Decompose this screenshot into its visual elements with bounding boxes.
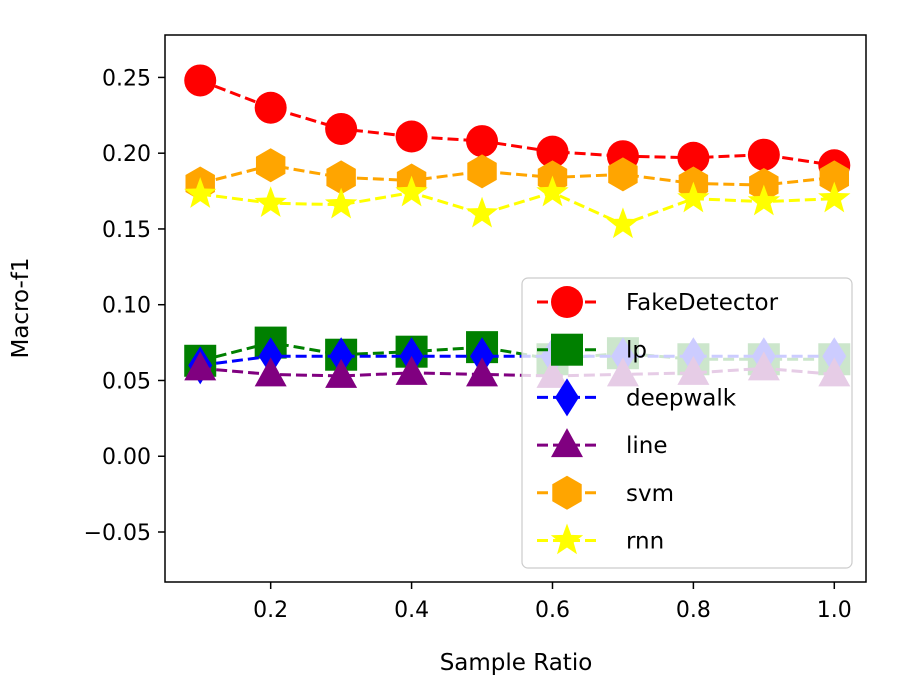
y-tick-label: 0.00 (102, 445, 151, 470)
legend-label-deepwalk: deepwalk (626, 385, 737, 411)
data-point-svm (467, 154, 497, 189)
y-tick-label: 0.25 (102, 66, 151, 91)
series-line-fakedetector (199, 79, 835, 167)
data-point-line (254, 357, 287, 387)
y-tick-label: 0.20 (102, 142, 151, 167)
x-tick-label: 1.0 (817, 598, 852, 623)
plot-area-frame (164, 34, 867, 583)
y-axis-label: Macro-f1 (8, 257, 34, 358)
series-line-svm (199, 163, 835, 187)
legend: FakeDetector lp deepwalk line svm rnn (521, 277, 853, 569)
data-point-line (184, 351, 217, 381)
data-point-line (466, 357, 499, 387)
data-point-rnn (254, 186, 287, 217)
data-point-line (395, 355, 428, 385)
y-tick-label: 0.05 (102, 369, 151, 394)
data-point-fakedetector (466, 125, 499, 158)
data-point-deepwalk (470, 337, 495, 376)
data-point-deepwalk (329, 337, 354, 376)
series-line-rnn (200, 190, 835, 227)
data-point-fakedetector (395, 120, 428, 153)
x-tick-label: 0.2 (253, 598, 288, 623)
data-point-svm (326, 160, 356, 195)
data-point-rnn (818, 181, 851, 213)
data-point-svm (608, 157, 638, 192)
legend-frame (521, 277, 853, 569)
legend-marker-deepwalk (555, 378, 579, 417)
y-axis: −0.05 0.00 0.05 0.10 0.15 0.20 0.25 (84, 66, 165, 546)
x-tick-label: 0.6 (535, 598, 570, 623)
legend-marker-rnn (550, 523, 584, 555)
data-point-line (325, 358, 358, 388)
legend-item-deepwalk: deepwalk (537, 378, 737, 417)
legend-marker-line (551, 428, 583, 458)
data-point-rnn (606, 207, 640, 239)
x-tick-label: 0.4 (394, 598, 429, 623)
data-point-fakedetector (747, 138, 780, 171)
data-point-fakedetector (325, 112, 358, 145)
legend-marker-svm (552, 475, 582, 510)
legend-label-line: line (626, 433, 668, 459)
y-tick-label: 0.15 (102, 218, 151, 243)
data-point-rnn (536, 175, 569, 207)
legend-item-svm: svm (537, 475, 674, 510)
data-point-fakedetector (677, 141, 710, 174)
y-tick-label: 0.10 (102, 294, 151, 319)
series-rnn (184, 175, 851, 239)
data-point-rnn (184, 177, 217, 208)
data-point-fakedetector (254, 91, 287, 124)
legend-label-svm: svm (626, 481, 674, 507)
legend-item-rnn: rnn (537, 523, 664, 555)
y-tick-label: −0.05 (84, 521, 151, 546)
x-tick-label: 0.8 (676, 598, 711, 623)
data-point-fakedetector (536, 135, 569, 168)
x-axis: 0.2 0.4 0.6 0.8 1.0 (253, 582, 852, 623)
legend-item-fakedetector: FakeDetector (537, 286, 779, 318)
data-point-fakedetector (184, 64, 217, 97)
legend-marker-fakedetector (551, 286, 583, 318)
data-point-deepwalk (258, 337, 283, 376)
legend-item-lp: lp (537, 333, 647, 366)
data-point-svm (819, 160, 850, 195)
data-point-rnn (747, 184, 781, 216)
data-point-rnn (395, 175, 428, 207)
legend-marker-lp (551, 333, 583, 366)
legend-label-fakedetector: FakeDetector (626, 290, 779, 316)
legend-label-rnn: rnn (626, 529, 664, 555)
legend-item-line: line (537, 428, 668, 459)
legend-label-lp: lp (626, 338, 647, 364)
x-axis-label: Sample Ratio (440, 650, 593, 676)
data-point-rnn (465, 196, 499, 228)
data-point-rnn (324, 187, 358, 219)
data-point-rnn (677, 181, 710, 213)
data-point-svm (255, 148, 286, 183)
